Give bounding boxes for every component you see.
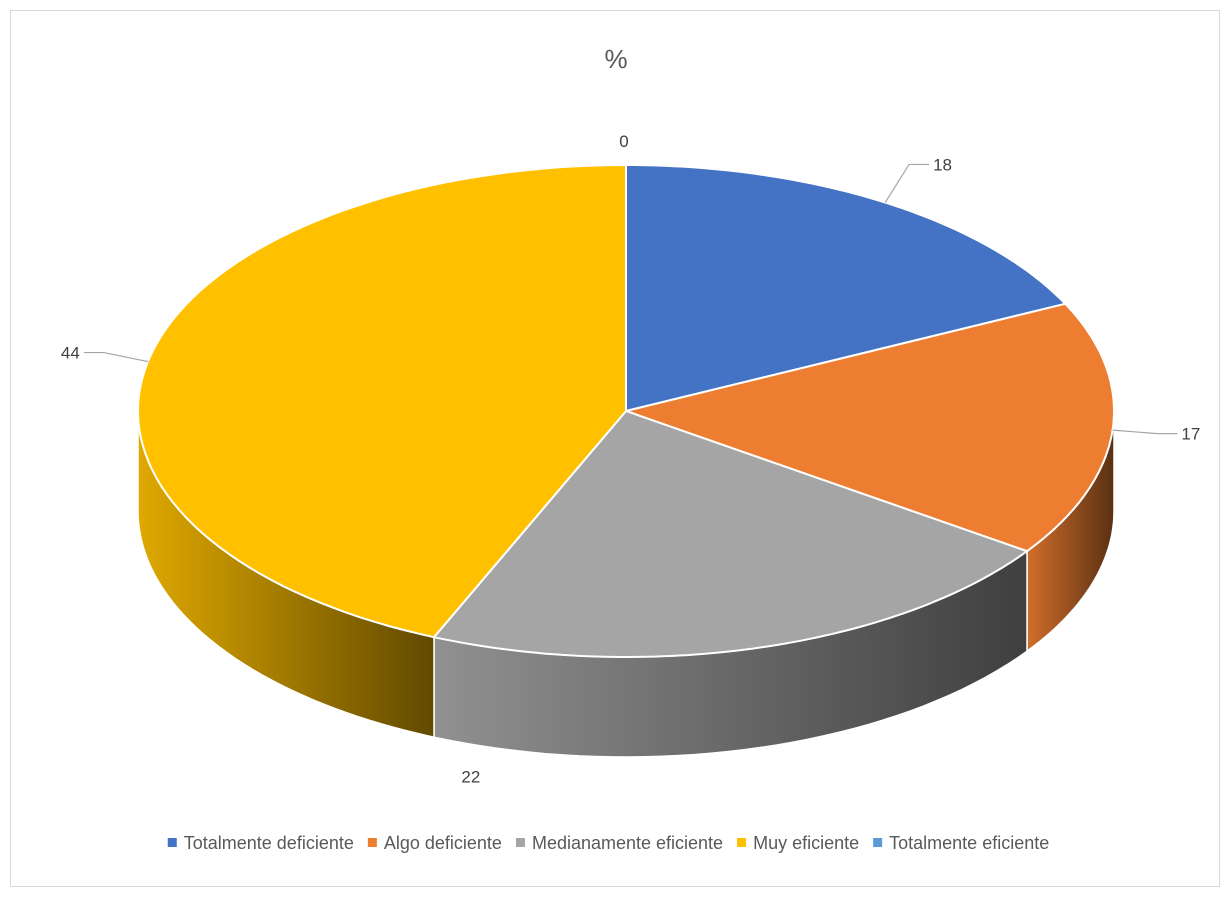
legend-item-4: Totalmente eficiente	[873, 833, 1049, 853]
legend: Totalmente deficiente Algo deficiente Medi…	[167, 833, 1049, 853]
legend-label-4: Totalmente eficiente	[889, 833, 1049, 853]
chart-title: %	[604, 44, 627, 74]
data-label-4: 0	[619, 132, 628, 151]
pie-slice-2	[432, 409, 1030, 658]
leader-line-0	[884, 163, 930, 203]
legend-label-1: Algo deficiente	[384, 833, 502, 853]
pie-slice-1	[622, 302, 1115, 553]
legend-swatch-3	[737, 838, 747, 847]
pie-slice-0	[625, 164, 1068, 413]
legend-swatch-2	[515, 838, 525, 847]
data-label-3: 44	[61, 344, 80, 363]
legend-label-0: Totalmente deficiente	[184, 833, 354, 853]
legend-swatch-4	[873, 838, 883, 847]
legend-swatch-1	[367, 838, 377, 847]
legend-label-2: Medianamente eficiente	[532, 833, 723, 853]
chart-frame: % 18 17 22 44 0 Totalmente deficiente Algo de…	[10, 10, 1220, 887]
leader-line-1	[1112, 429, 1178, 435]
legend-item-3: Muy eficiente	[737, 833, 859, 853]
data-label-0: 18	[933, 155, 952, 174]
data-label-1: 17	[1181, 425, 1200, 444]
legend-item-1: Algo deficiente	[367, 833, 502, 853]
data-label-2: 22	[461, 767, 480, 786]
legend-label-3: Muy eficiente	[753, 833, 859, 853]
leader-line-3	[83, 351, 149, 363]
legend-swatch-0	[167, 838, 177, 847]
legend-item-0: Totalmente deficiente	[167, 833, 354, 853]
legend-item-2: Medianamente eficiente	[515, 833, 723, 853]
pie-chart: % 18 17 22 44 0 Totalmente deficiente Algo de…	[61, 44, 1200, 853]
